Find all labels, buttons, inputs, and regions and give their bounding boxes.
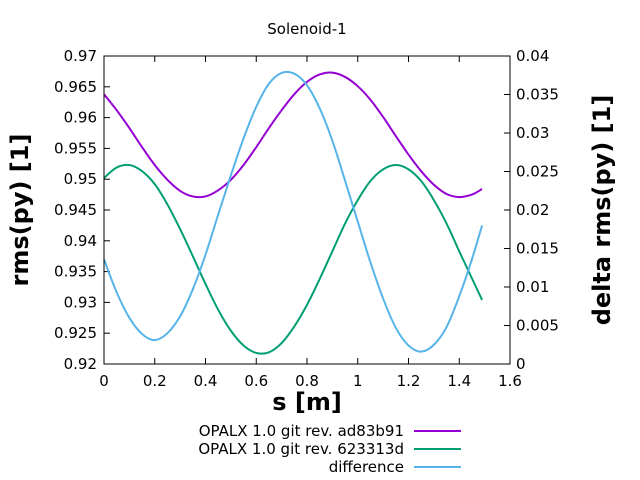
y2-axis-label: delta rms(py) [1] [588, 95, 616, 326]
y-tick-label: 0.955 [54, 139, 97, 157]
y-tick-label: 0.94 [64, 232, 97, 250]
x-axis-label: s [m] [272, 388, 342, 416]
x-tick-label: 0 [99, 372, 109, 390]
y-tick-label: 0.97 [64, 47, 97, 65]
y2-tick-label: 0.025 [516, 163, 559, 181]
series-line-2 [103, 70, 484, 353]
x-tick-label: 0.6 [244, 372, 268, 390]
y-tick-label: 0.935 [54, 263, 97, 281]
y-axis-label: rms(py) [1] [6, 134, 34, 287]
y2-tick-label: 0.03 [516, 124, 549, 142]
plot-frame [103, 55, 511, 365]
y-tick-label: 0.925 [54, 324, 97, 342]
y2-tick-label: 0.015 [516, 240, 559, 258]
x-tick-label: 1.6 [498, 372, 522, 390]
y2-tick-label: 0.005 [516, 317, 559, 335]
y-tick-label: 0.965 [54, 78, 97, 96]
y2-tick-label: 0 [516, 355, 526, 373]
y-tick-label: 0.92 [64, 355, 97, 373]
y-tick-label: 0.93 [64, 293, 97, 311]
legend-label-0: OPALX 1.0 git rev. ad83b91 [199, 422, 404, 440]
x-tick-label: 1.4 [447, 372, 471, 390]
legend-label-1: OPALX 1.0 git rev. 623313d [198, 440, 404, 458]
y-tick-label: 0.96 [64, 109, 97, 127]
x-tick-label: 0.2 [143, 372, 167, 390]
x-tick-label: 1 [353, 372, 363, 390]
x-tick-label: 0.4 [194, 372, 218, 390]
y2-tick-label: 0.04 [516, 47, 549, 65]
y-tick-label: 0.95 [64, 170, 97, 188]
series-line-0 [103, 71, 483, 199]
y2-tick-label: 0.01 [516, 278, 549, 296]
x-tick-label: 0.8 [295, 372, 319, 390]
y2-tick-label: 0.02 [516, 201, 549, 219]
ticks: 0 0.2 0.4 0.6 0.8 1 1.2 1.4 1.6 0.92 0.925 0.93 0.93… [54, 47, 559, 390]
y-tick-label: 0.945 [54, 201, 97, 219]
chart-title: Solenoid-1 [267, 20, 346, 38]
curves [103, 70, 484, 355]
x-tick-label: 1.2 [397, 372, 421, 390]
y2-tick-label: 0.035 [516, 86, 559, 104]
series-line-1 [103, 163, 483, 355]
legend-label-2: difference [329, 458, 404, 476]
